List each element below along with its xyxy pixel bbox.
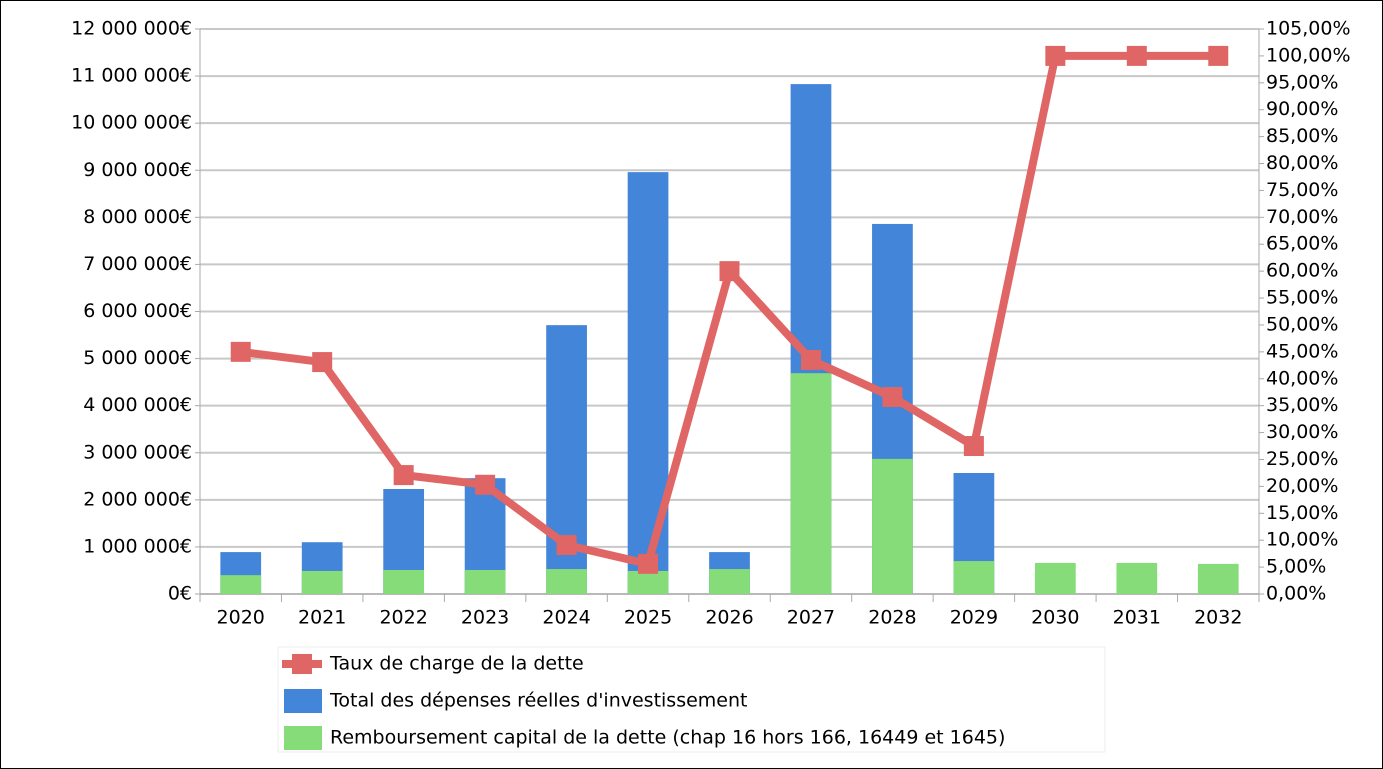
legend-box	[277, 646, 1106, 753]
y2-tick-label: 75,00%	[1266, 179, 1338, 201]
line-marker	[1045, 45, 1066, 66]
y-tick-label: 7 000 000€	[83, 253, 192, 275]
bar	[301, 570, 343, 594]
y2-tick-label: 100,00%	[1266, 44, 1351, 66]
y-tick-label: 10 000 000€	[71, 112, 192, 134]
x-tick-label: 2027	[787, 607, 835, 629]
bar	[1034, 562, 1076, 594]
y2-tick-label: 50,00%	[1266, 313, 1338, 335]
x-tick-label: 2022	[379, 607, 427, 629]
bar	[1116, 562, 1158, 594]
y2-tick-label: 5,00%	[1266, 556, 1326, 578]
y2-tick-label: 20,00%	[1266, 475, 1338, 497]
y2-tick-label: 80,00%	[1266, 152, 1338, 174]
bar	[1197, 563, 1239, 594]
y2-tick-label: 10,00%	[1266, 529, 1338, 551]
legend-label: Taux de charge de la dette	[329, 653, 584, 675]
y2-tick-label: 45,00%	[1266, 340, 1338, 362]
y2-tick-label: 0,00%	[1266, 583, 1326, 605]
line-marker	[1208, 45, 1229, 66]
line-marker	[800, 349, 821, 370]
y2-tick-label: 105,00%	[1266, 18, 1351, 40]
bar	[383, 569, 425, 594]
y-tick-label: 9 000 000€	[83, 159, 192, 181]
bar	[627, 570, 669, 594]
y2-tick-label: 70,00%	[1266, 206, 1338, 228]
y-tick-label: 3 000 000€	[83, 441, 192, 463]
line-marker	[638, 553, 659, 574]
y2-tick-label: 95,00%	[1266, 71, 1338, 93]
bar	[464, 569, 506, 594]
y2-tick-label: 40,00%	[1266, 367, 1338, 389]
line-marker	[475, 474, 496, 495]
bar	[627, 172, 669, 594]
y-tick-label: 12 000 000€	[71, 18, 192, 40]
y-tick-label: 0€	[168, 583, 192, 605]
line-marker	[719, 261, 740, 282]
legend-swatch	[284, 726, 322, 750]
x-tick-label: 2028	[868, 607, 916, 629]
bar	[790, 373, 832, 594]
line-marker	[556, 535, 577, 556]
y2-tick-label: 35,00%	[1266, 394, 1338, 416]
y-tick-label: 11 000 000€	[71, 65, 192, 87]
x-tick-label: 2029	[950, 607, 998, 629]
x-tick-label: 2025	[624, 607, 672, 629]
y2-tick-label: 30,00%	[1266, 421, 1338, 443]
legend-label: Total des dépenses réelles d'investissem…	[329, 690, 747, 712]
y2-tick-label: 15,00%	[1266, 502, 1338, 524]
legend-swatch	[284, 689, 322, 713]
line-marker	[1126, 45, 1147, 66]
x-tick-label: 2030	[1031, 607, 1079, 629]
x-tick-label: 2024	[542, 607, 590, 629]
line-marker	[963, 436, 984, 457]
line-marker	[312, 352, 333, 373]
x-tick-label: 2020	[217, 607, 265, 629]
bar	[953, 561, 995, 594]
y2-tick-label: 60,00%	[1266, 260, 1338, 282]
x-tick-label: 2023	[461, 607, 509, 629]
x-tick-label: 2021	[298, 607, 346, 629]
legend-label: Remboursement capital de la dette (chap …	[330, 727, 1005, 749]
line-marker	[230, 341, 251, 362]
y2-tick-label: 55,00%	[1266, 287, 1338, 309]
line-marker	[393, 465, 414, 486]
y-tick-label: 8 000 000€	[83, 206, 192, 228]
y2-tick-label: 25,00%	[1266, 448, 1338, 470]
y-tick-label: 6 000 000€	[83, 300, 192, 322]
bar	[709, 569, 750, 594]
y-tick-label: 1 000 000€	[83, 535, 192, 557]
y2-tick-label: 85,00%	[1266, 125, 1338, 147]
x-tick-label: 2031	[1113, 607, 1161, 629]
y2-tick-label: 65,00%	[1266, 233, 1338, 255]
y2-tick-label: 90,00%	[1266, 98, 1338, 120]
bar	[872, 458, 913, 594]
y-tick-label: 4 000 000€	[83, 394, 192, 416]
line-marker	[882, 387, 903, 408]
x-tick-label: 2032	[1194, 607, 1242, 629]
bar	[220, 575, 262, 594]
x-tick-label: 2026	[705, 607, 753, 629]
y-tick-label: 5 000 000€	[83, 347, 192, 369]
bar	[546, 569, 587, 594]
y-tick-label: 2 000 000€	[83, 488, 192, 510]
legend-swatch	[292, 654, 312, 674]
